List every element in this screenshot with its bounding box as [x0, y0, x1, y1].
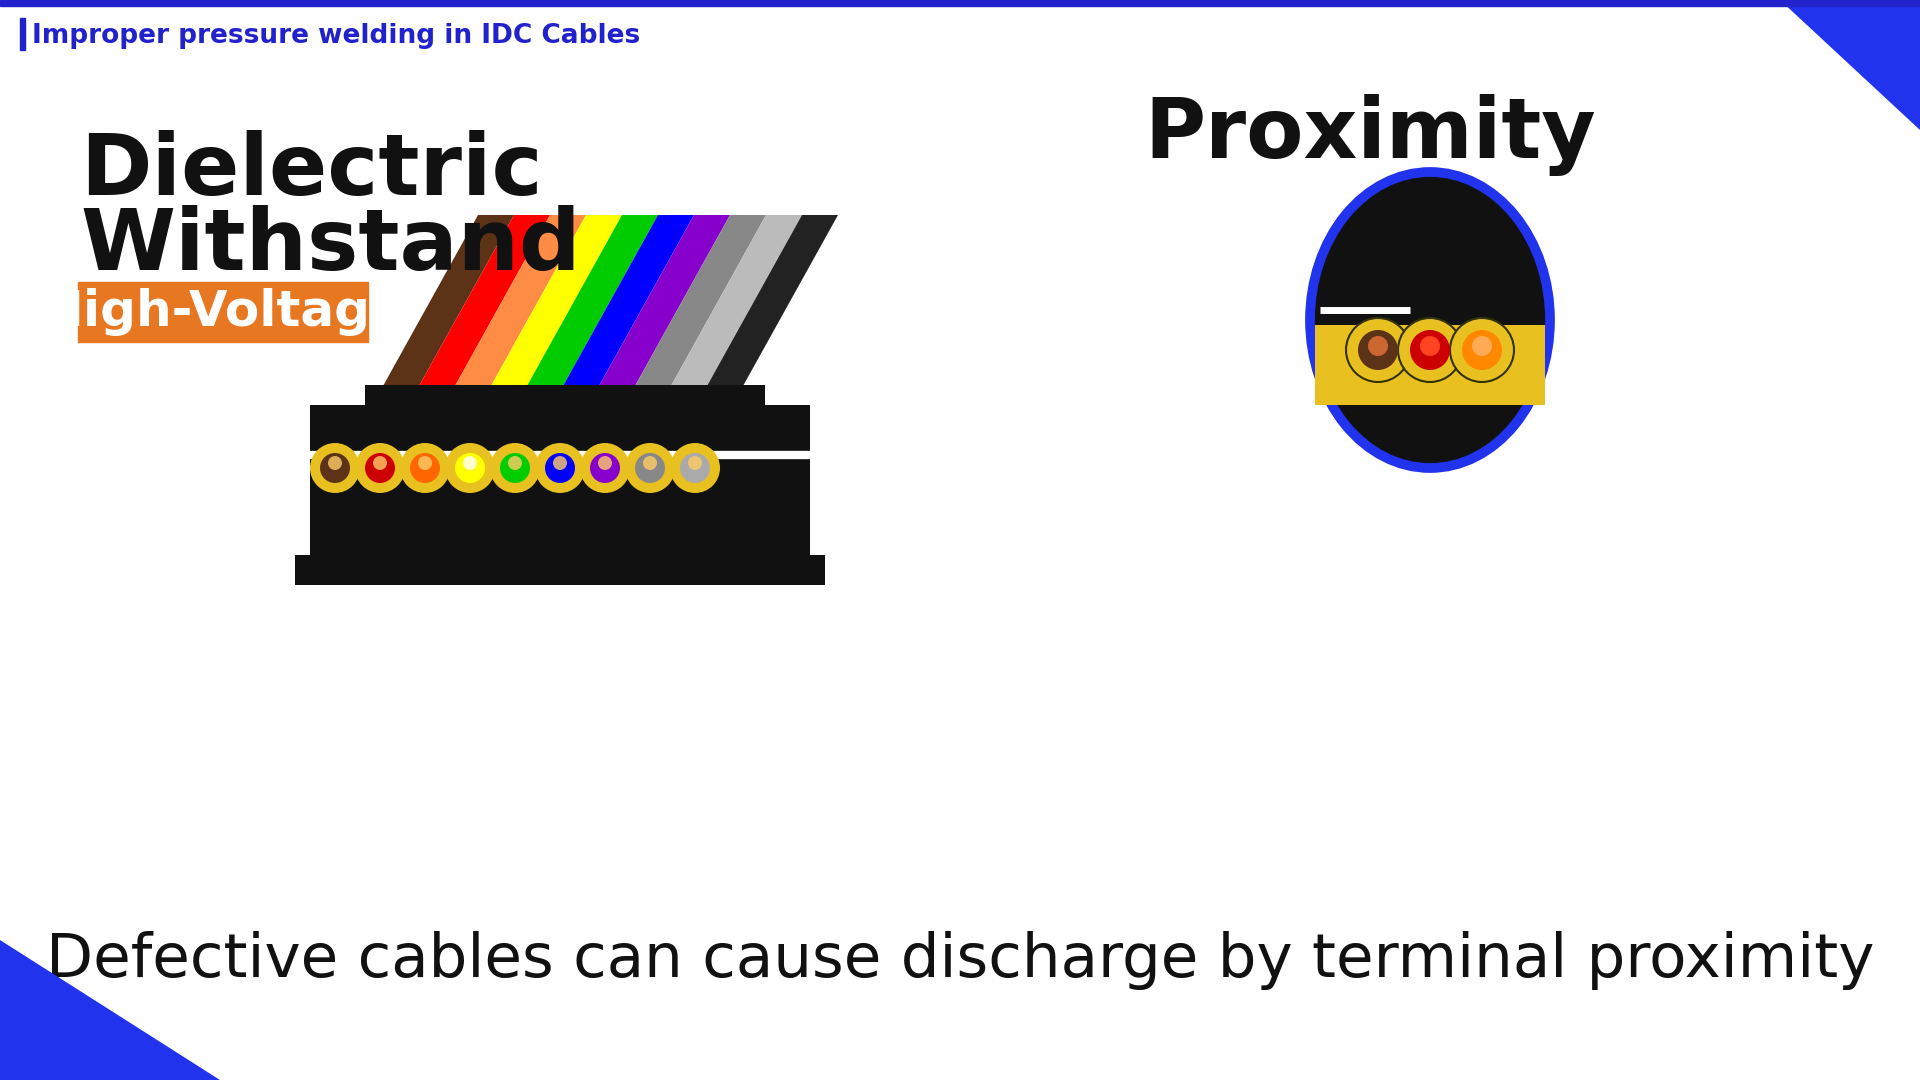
Circle shape — [321, 453, 349, 483]
Polygon shape — [0, 940, 221, 1080]
Polygon shape — [703, 215, 837, 395]
Circle shape — [419, 456, 432, 470]
Circle shape — [1421, 336, 1440, 356]
Circle shape — [365, 453, 396, 483]
Circle shape — [1367, 336, 1388, 356]
Text: Defective cables can cause discharge by terminal proximity: Defective cables can cause discharge by … — [46, 931, 1874, 989]
Circle shape — [372, 456, 388, 470]
Circle shape — [490, 443, 540, 492]
Circle shape — [1450, 318, 1515, 382]
Bar — [19, 18, 25, 50]
Circle shape — [680, 453, 710, 483]
Circle shape — [580, 443, 630, 492]
Circle shape — [463, 456, 476, 470]
Circle shape — [589, 453, 620, 483]
Circle shape — [1461, 330, 1501, 370]
Bar — [309, 405, 810, 580]
Circle shape — [670, 443, 720, 492]
Polygon shape — [630, 215, 766, 395]
Circle shape — [1357, 330, 1398, 370]
Bar — [0, 0, 1920, 6]
Text: Dielectric: Dielectric — [81, 130, 543, 213]
Bar — [1315, 325, 1546, 405]
Circle shape — [399, 443, 449, 492]
Polygon shape — [1780, 0, 1920, 130]
Circle shape — [509, 456, 522, 470]
Circle shape — [499, 453, 530, 483]
Bar — [296, 555, 826, 585]
Circle shape — [545, 453, 574, 483]
Polygon shape — [593, 215, 730, 395]
Text: Proximity: Proximity — [1144, 94, 1596, 176]
Polygon shape — [415, 215, 549, 395]
Circle shape — [1409, 330, 1450, 370]
Circle shape — [536, 443, 586, 492]
Circle shape — [411, 453, 440, 483]
Text: High-Voltage: High-Voltage — [42, 288, 405, 336]
Circle shape — [643, 456, 657, 470]
Polygon shape — [522, 215, 659, 395]
Circle shape — [626, 443, 676, 492]
Circle shape — [355, 443, 405, 492]
Polygon shape — [449, 215, 586, 395]
Polygon shape — [378, 215, 515, 395]
Circle shape — [455, 453, 486, 483]
Polygon shape — [559, 215, 693, 395]
Circle shape — [636, 453, 664, 483]
Bar — [365, 384, 764, 423]
Polygon shape — [486, 215, 622, 395]
Bar — [79, 282, 369, 342]
Text: Improper pressure welding in IDC Cables: Improper pressure welding in IDC Cables — [33, 23, 639, 49]
Circle shape — [309, 443, 361, 492]
Circle shape — [1398, 318, 1461, 382]
Ellipse shape — [1309, 172, 1549, 468]
Circle shape — [553, 456, 566, 470]
Text: Withstand: Withstand — [81, 205, 580, 288]
Circle shape — [1346, 318, 1409, 382]
Polygon shape — [666, 215, 803, 395]
Circle shape — [328, 456, 342, 470]
Circle shape — [445, 443, 495, 492]
Circle shape — [1473, 336, 1492, 356]
Circle shape — [597, 456, 612, 470]
Circle shape — [687, 456, 703, 470]
